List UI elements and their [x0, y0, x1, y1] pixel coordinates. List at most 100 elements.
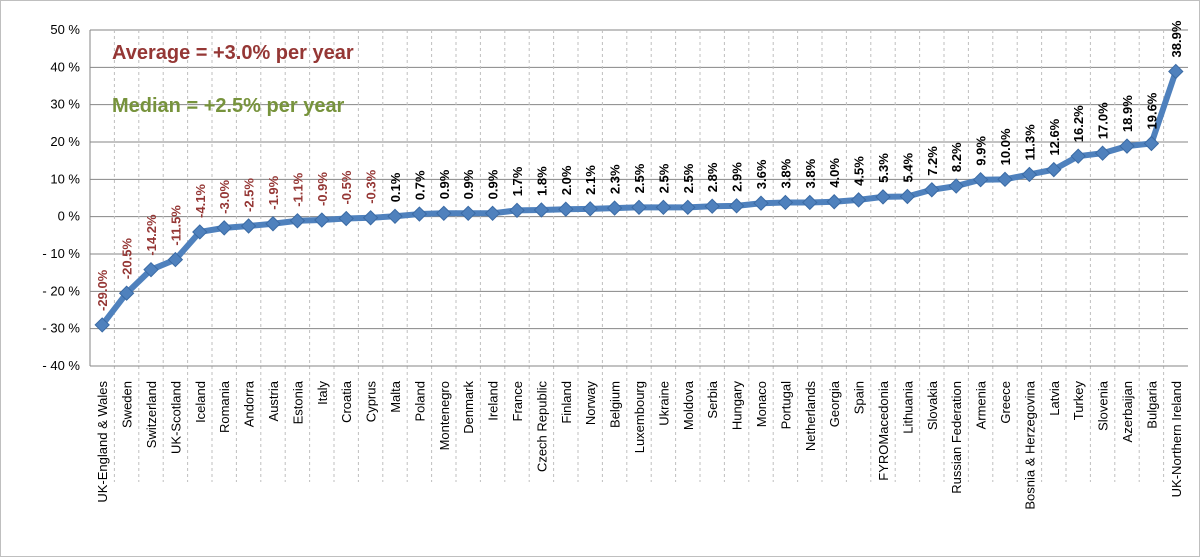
x-tick-label: Slovakia [925, 380, 940, 430]
x-tick-label: Netherlands [803, 381, 818, 452]
data-label: 2.9% [730, 162, 745, 192]
data-label: 0.9% [486, 169, 501, 199]
y-tick-label: 30 % [50, 97, 80, 112]
x-tick-label: Armenia [974, 380, 989, 429]
x-tick-label: Portugal [778, 381, 793, 430]
x-tick-label: Russian Federation [949, 381, 964, 494]
data-point [387, 208, 403, 225]
x-tick-label: Bosnia & Herzegovina [1022, 380, 1037, 509]
data-label: 2.5% [632, 163, 647, 193]
x-tick-label: Luxembourg [632, 381, 647, 453]
data-label: 2.5% [656, 163, 671, 193]
data-label: 0.9% [461, 169, 476, 199]
data-point [118, 285, 135, 301]
data-point [240, 218, 257, 234]
data-point [655, 199, 672, 216]
data-point [265, 216, 281, 232]
x-tick-label: Lithuania [900, 380, 915, 434]
data-point [777, 194, 794, 211]
data-point [1143, 135, 1160, 152]
x-tick-label: Greece [998, 381, 1013, 424]
x-tick-label: Andorra [242, 380, 257, 427]
x-tick-label: Azerbaijan [1120, 381, 1135, 442]
data-label: -1.1% [290, 172, 305, 206]
x-tick-label: France [510, 381, 525, 421]
data-point [362, 210, 379, 226]
data-label: 2.3% [608, 164, 623, 194]
data-label: 12.6% [1047, 118, 1062, 155]
data-labels: -29.0%-20.5%-14.2% -11.5%-4.1% -3.0% -2.5% -… [95, 20, 1184, 311]
x-tick-label: Croatia [339, 380, 354, 423]
data-point [484, 205, 501, 222]
x-tick-label: Turkey [1071, 381, 1086, 421]
x-tick-label: UK-Northern Ireland [1169, 381, 1184, 497]
data-point [533, 202, 550, 218]
x-tick-label: Norway [583, 381, 598, 426]
x-tick-label: Finland [559, 381, 574, 424]
data-point [192, 224, 208, 240]
x-tick-label: Hungary [730, 381, 745, 431]
data-label: -11.5% [168, 205, 183, 246]
data-label: 2.1% [583, 165, 598, 195]
data-label: 38.9% [1169, 20, 1184, 57]
x-tick-label: Estonia [290, 380, 305, 424]
data-point [680, 199, 696, 216]
x-tick-label: Ukraine [656, 381, 671, 426]
data-label: 7.2% [925, 146, 940, 176]
data-point [1168, 63, 1184, 80]
data-point [143, 261, 159, 278]
x-tick-label: Malta [388, 380, 403, 413]
x-tick-label: Spain [852, 381, 867, 414]
data-label: 4.0% [827, 158, 842, 188]
annotations: Average = +3.0% per year Median = +2.5% … [112, 42, 354, 117]
data-label: 3.8% [803, 158, 818, 188]
data-label: 3.6% [754, 159, 769, 189]
data-point [802, 194, 818, 211]
data-label: 4.5% [852, 156, 867, 186]
data-label: 11.3% [1022, 124, 1037, 161]
y-tick-label: 10 % [50, 171, 80, 186]
data-label: 2.5% [681, 163, 696, 193]
data-point [1046, 161, 1062, 178]
data-point [509, 202, 525, 219]
y-tick-label: - 40 % [42, 358, 80, 373]
data-point [1094, 145, 1111, 161]
data-label: 10.0% [998, 128, 1013, 165]
x-tick-label: Italy [315, 381, 330, 405]
data-point [631, 199, 647, 216]
x-tick-label: Latvia [1047, 380, 1062, 415]
y-tick-label: 20 % [50, 134, 80, 149]
data-point [582, 201, 598, 217]
data-label: 0.9% [437, 169, 452, 199]
data-point [94, 317, 110, 333]
data-label: 8.2% [949, 142, 964, 172]
data-label: -14.2% [144, 214, 159, 256]
x-tick-label: Moldova [681, 380, 696, 430]
data-point [606, 200, 623, 216]
data-point [1021, 166, 1038, 183]
data-point [338, 210, 354, 227]
x-tick-label: Romania [217, 380, 232, 433]
data-label: -0.5% [339, 170, 354, 204]
grid [90, 29, 1188, 482]
x-tick-label: Slovenia [1096, 380, 1111, 431]
data-point [289, 213, 306, 229]
data-label: -4.1% [193, 184, 208, 218]
x-tick-label: FYROMacedonia [876, 380, 891, 480]
y-tick-label: 0 % [58, 209, 81, 224]
data-point [436, 205, 452, 222]
axes: - 40 % - 30 % - 20 % - 10 % 0 % 10 % 20 % 30 % 4… [42, 22, 1188, 510]
x-tick-label: Bulgaria [1144, 380, 1159, 428]
x-tick-label: Iceland [193, 381, 208, 423]
data-point [314, 212, 330, 228]
data-label: -29.0% [95, 269, 110, 311]
data-label: -0.3% [364, 169, 379, 203]
data-point [899, 188, 916, 205]
y-tick-label: - 30 % [42, 321, 80, 336]
x-tick-label: UK-Scotland [168, 381, 183, 454]
data-label: -0.9% [315, 172, 330, 206]
x-tick-label: Belgium [608, 381, 623, 428]
x-tick-label: UK-England & Wales [95, 381, 110, 503]
